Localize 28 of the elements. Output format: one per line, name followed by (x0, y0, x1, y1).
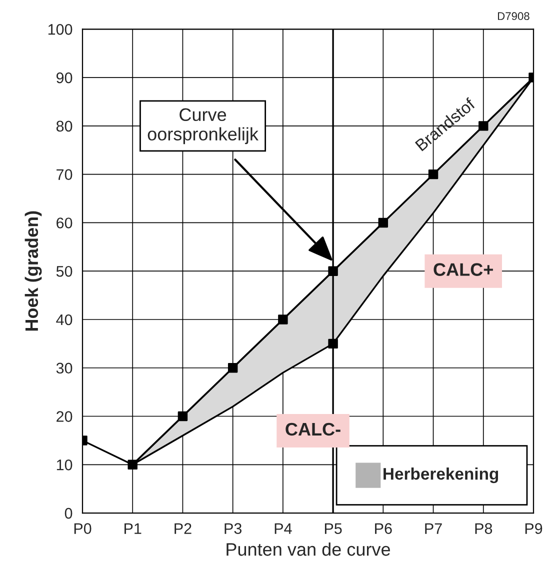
x-tick-label: P8 (475, 523, 492, 534)
y-axis-title: Hoek (graden) (24, 211, 42, 331)
annotation: Herberekening (384, 467, 498, 484)
annotation: CALC- (286, 422, 340, 436)
x-tick-label: P2 (174, 523, 192, 534)
x-tick-label: P4 (274, 523, 292, 534)
x-tick-label: P3 (224, 523, 242, 534)
y-tick-label: 70 (56, 169, 72, 180)
y-tick-label: 80 (56, 120, 72, 132)
y-tick-label: 90 (56, 72, 72, 84)
y-tick-label: 30 (56, 362, 72, 374)
y-tick-label: 50 (56, 266, 72, 277)
y-tick-label: 20 (56, 411, 72, 422)
y-tick-label: 10 (56, 460, 72, 470)
x-axis-title: Punten van de curve (226, 542, 390, 556)
x-tick-label: P5 (324, 523, 342, 534)
y-tick-label: 100 (48, 24, 72, 35)
x-tick-label: P6 (375, 523, 392, 534)
y-tick-label: 60 (56, 218, 72, 228)
y-tick-label: 40 (56, 314, 72, 326)
x-tick-label: P7 (425, 523, 442, 534)
annotation: Curve oorspronkelijk (148, 108, 258, 144)
x-tick-label: P1 (124, 523, 142, 534)
x-tick-label: P9 (525, 523, 542, 534)
text: D7908 (498, 12, 530, 20)
x-tick-label: P0 (74, 523, 92, 534)
y-tick-label: 0 (64, 508, 72, 519)
annotation: CALC+ (434, 263, 493, 276)
